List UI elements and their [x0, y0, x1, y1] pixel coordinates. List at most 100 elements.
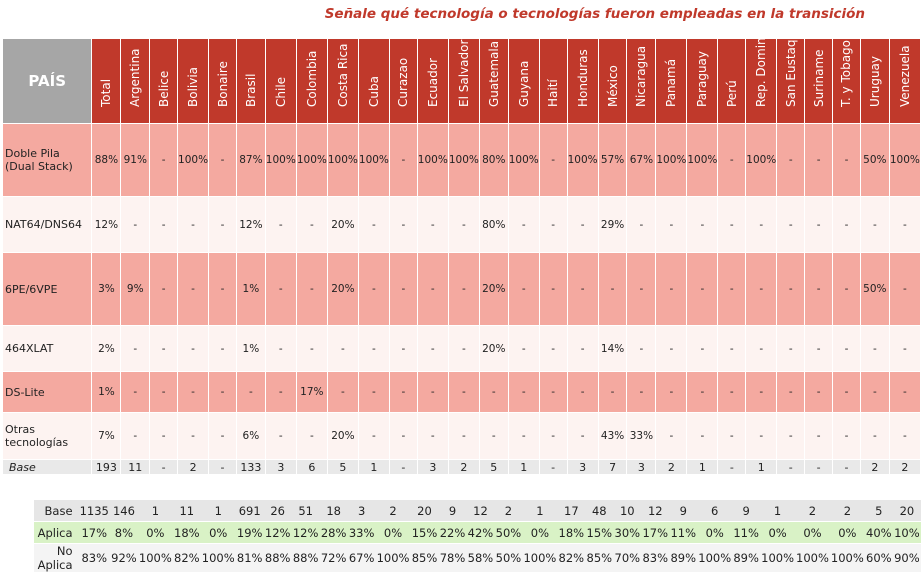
column-header-label: Honduras: [575, 49, 590, 107]
column-header: Costa Rica: [326, 38, 359, 124]
cell-value: 1%: [235, 325, 266, 372]
base-value: -: [538, 459, 568, 475]
cell-value: -: [507, 325, 540, 372]
base-value: 2: [859, 459, 890, 475]
base-value: -: [208, 459, 237, 475]
cell-value: -: [264, 196, 297, 253]
column-header: El Salvador: [447, 38, 480, 124]
cell-value: -: [149, 123, 179, 197]
row-label: Otras tecnologías: [1, 412, 93, 460]
summary-value: 0%: [697, 521, 733, 544]
column-header: Brasil: [235, 38, 266, 124]
cell-value: -: [538, 412, 568, 460]
cell-value: -: [478, 412, 509, 460]
cell-value: -: [717, 412, 747, 460]
column-header-label: Bolivia: [186, 66, 201, 107]
cell-value: -: [859, 325, 890, 372]
cell-value: -: [717, 123, 747, 197]
summary-value: 19%: [235, 521, 264, 544]
cell-value: -: [264, 371, 297, 413]
cell-value: -: [776, 123, 806, 197]
cell-value: 17%: [295, 371, 328, 413]
cell-value: -: [566, 325, 599, 372]
cell-value: -: [538, 123, 568, 197]
column-header-label: Bonaire: [215, 61, 230, 107]
summary-value: 50%: [494, 543, 523, 573]
summary-value: 15%: [410, 521, 439, 544]
cell-value: -: [776, 371, 806, 413]
base-value: 1: [745, 459, 778, 475]
summary-value: 5: [864, 500, 893, 522]
summary-value: 18%: [172, 521, 201, 544]
cell-value: -: [447, 371, 480, 413]
cell-value: 2%: [91, 325, 122, 372]
cell-value: 20%: [326, 252, 359, 326]
column-header: Venezuela: [888, 38, 921, 124]
summary-value: 0%: [795, 521, 830, 544]
cell-value: 100%: [655, 123, 688, 197]
cell-value: 20%: [326, 412, 359, 460]
cell-value: 87%: [235, 123, 266, 197]
cell-value: -: [655, 252, 688, 326]
cell-value: -: [120, 412, 151, 460]
base-value: 2: [888, 459, 921, 475]
base-value: 2: [447, 459, 480, 475]
column-header: Argentina: [120, 38, 151, 124]
summary-value: 92%: [109, 543, 138, 573]
summary-value: 10: [613, 500, 642, 522]
cell-value: 100%: [686, 123, 719, 197]
cell-value: -: [388, 371, 418, 413]
column-header-label: Cuba: [366, 76, 381, 107]
column-header: Haití: [538, 38, 568, 124]
cell-value: -: [149, 371, 179, 413]
summary-value: 0%: [375, 521, 411, 544]
cell-value: -: [804, 123, 834, 197]
summary-value: 82%: [172, 543, 201, 573]
cell-value: 50%: [859, 252, 890, 326]
cell-value: -: [832, 252, 861, 326]
cell-value: -: [177, 371, 210, 413]
cell-value: -: [149, 412, 179, 460]
summary-value: 48: [585, 500, 614, 522]
summary-value: 42%: [466, 521, 495, 544]
column-header-label: Total: [99, 78, 114, 107]
cell-value: -: [626, 371, 657, 413]
cell-value: -: [208, 252, 237, 326]
cell-value: 100%: [566, 123, 599, 197]
cell-value: -: [295, 252, 328, 326]
cell-value: -: [832, 196, 861, 253]
summary-value: 83%: [78, 543, 110, 573]
cell-value: -: [177, 412, 210, 460]
summary-value: 58%: [466, 543, 495, 573]
summary-value: 0%: [200, 521, 236, 544]
cell-value: -: [507, 371, 540, 413]
summary-value: 100%: [760, 543, 796, 573]
summary-value: 78%: [438, 543, 467, 573]
table-row: NAT64/DNS64 12% - - - -12% - -20% - - - -80% - - -29% -…: [1, 196, 921, 253]
cell-value: 88%: [91, 123, 122, 197]
summary-value: 11%: [732, 521, 761, 544]
cell-value: -: [507, 412, 540, 460]
summary-value: 30%: [613, 521, 642, 544]
summary-value: 90%: [892, 543, 921, 573]
column-header: México: [597, 38, 628, 124]
summary-value: 1: [200, 500, 236, 522]
column-header-label: Uruguay: [867, 56, 882, 107]
summary-value: 100%: [697, 543, 733, 573]
column-header-label: Panamá: [664, 58, 679, 107]
cell-value: -: [177, 252, 210, 326]
column-header: Rep. Dominicana: [745, 38, 778, 124]
summary-value: 88%: [263, 543, 292, 573]
cell-value: 100%: [888, 123, 921, 197]
cell-value: -: [208, 325, 237, 372]
summary-value: 100%: [829, 543, 865, 573]
base-value: 193: [91, 459, 122, 475]
column-header-label: Guatemala: [486, 40, 501, 107]
base-value: -: [388, 459, 418, 475]
cell-value: -: [776, 252, 806, 326]
cell-value: -: [686, 412, 719, 460]
summary-value: 18%: [557, 521, 586, 544]
cell-value: -: [120, 196, 151, 253]
summary-value: 88%: [291, 543, 320, 573]
summary-value: 18: [319, 500, 348, 522]
